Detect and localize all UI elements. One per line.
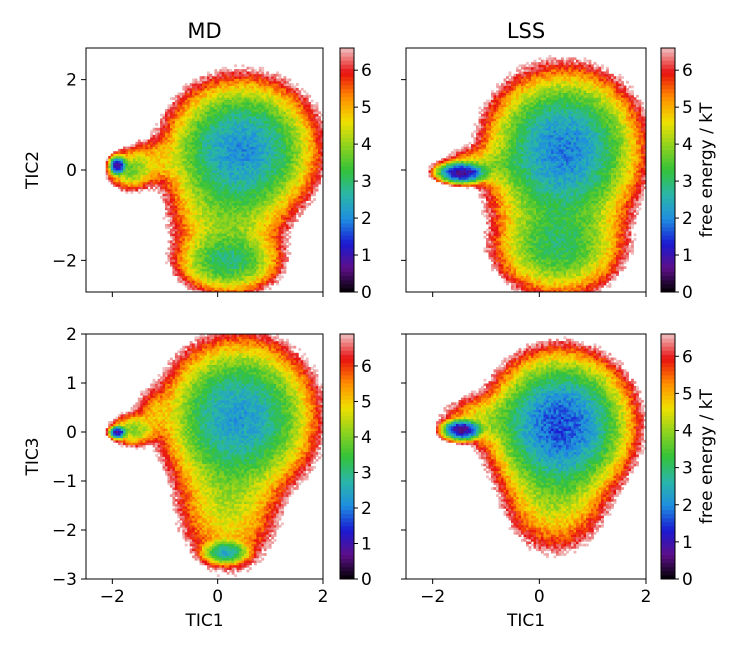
colorbar: 0 1 2 3 4 5 6 (339, 47, 372, 303)
y-tick-label: 0 (66, 161, 77, 181)
panel-2: LSS 0 1 2 3 4 5 6 free energy / kT (401, 19, 717, 303)
x-tick-label: −2 (100, 587, 125, 607)
colorbar-tick-label: 0 (682, 570, 693, 590)
colorbar-tick-label: 6 (682, 61, 693, 81)
x-axis-label: TIC1 (184, 611, 223, 631)
y-tick-label: −2 (52, 521, 77, 541)
y-tick-label: 0 (66, 423, 77, 443)
panel-title: MD (187, 19, 221, 43)
colorbar-tick-label: 5 (682, 384, 693, 404)
y-tick-label: 2 (66, 325, 77, 345)
colorbar-tick-label: 3 (361, 172, 372, 192)
panel-3: −2 0 2 −3 −2 −1 0 1 2 TIC1 TIC3 0 1 2 3 4 5 6 (23, 325, 372, 631)
plot-frame (85, 333, 324, 580)
colorbar: 0 1 2 3 4 5 6 free energy / kT (660, 333, 717, 590)
plot-frame (405, 333, 647, 580)
colorbar-tick-label: 1 (682, 533, 693, 553)
y-tick-label: −3 (52, 570, 77, 590)
colorbar-label: free energy / kT (697, 388, 717, 524)
colorbar-tick-label: 1 (682, 246, 693, 266)
panel-1: −2 0 2 MD TIC2 0 1 2 3 4 5 6 (23, 19, 372, 303)
heatmap-cells (436, 336, 646, 559)
colorbar-tick-label: 2 (682, 209, 693, 229)
colorbar-tick-label: 5 (682, 98, 693, 118)
x-tick-label: −2 (420, 587, 445, 607)
colorbar-tick-label: 5 (361, 392, 372, 412)
colorbar: 0 1 2 3 4 5 6 (339, 333, 372, 590)
colorbar-tick-label: 4 (361, 135, 372, 155)
panel-4: −2 0 2 TIC1 0 1 2 3 4 5 6 free energy / kT (401, 333, 717, 631)
colorbar: 0 1 2 3 4 5 6 free energy / kT (660, 47, 717, 303)
colorbar-tick-label: 0 (361, 570, 372, 590)
colorbar-tick-label: 4 (682, 422, 693, 442)
colorbar-label: free energy / kT (697, 102, 717, 238)
colorbar-tick-label: 6 (361, 357, 372, 377)
heatmap-cells (105, 64, 323, 292)
colorbar-tick-label: 3 (361, 463, 372, 483)
heatmap-cells (105, 334, 323, 578)
colorbar-tick-label: 5 (361, 98, 372, 118)
panel-title: LSS (507, 19, 545, 43)
x-tick-label: 0 (534, 587, 545, 607)
colorbar-tick-label: 3 (682, 459, 693, 479)
y-tick-label: 1 (66, 374, 77, 394)
colorbar-tick-label: 4 (682, 135, 693, 155)
y-axis-label: TIC3 (23, 437, 43, 476)
colorbar-tick-label: 3 (682, 172, 693, 192)
colorbar-tick-label: 2 (361, 209, 372, 229)
colorbar-tick-label: 1 (361, 534, 372, 554)
colorbar-tick-label: 1 (361, 246, 372, 266)
colorbar-tick-label: 6 (361, 61, 372, 81)
colorbar-tick-label: 0 (682, 283, 693, 303)
colorbar-tick-label: 2 (361, 499, 372, 519)
colorbar-tick-label: 2 (682, 496, 693, 516)
colorbar-tick-label: 4 (361, 428, 372, 448)
x-tick-label: 2 (641, 587, 652, 607)
y-tick-label: −1 (52, 472, 77, 492)
y-tick-label: 2 (66, 71, 77, 91)
colorbar-tick-label: 6 (682, 347, 693, 367)
x-tick-label: 2 (318, 587, 329, 607)
y-tick-label: −2 (52, 251, 77, 271)
x-tick-label: 0 (212, 587, 223, 607)
colorbar-tick-label: 0 (361, 283, 372, 303)
heatmap-cells (428, 55, 646, 292)
y-axis-label: TIC2 (23, 151, 43, 190)
x-axis-label: TIC1 (506, 611, 545, 631)
